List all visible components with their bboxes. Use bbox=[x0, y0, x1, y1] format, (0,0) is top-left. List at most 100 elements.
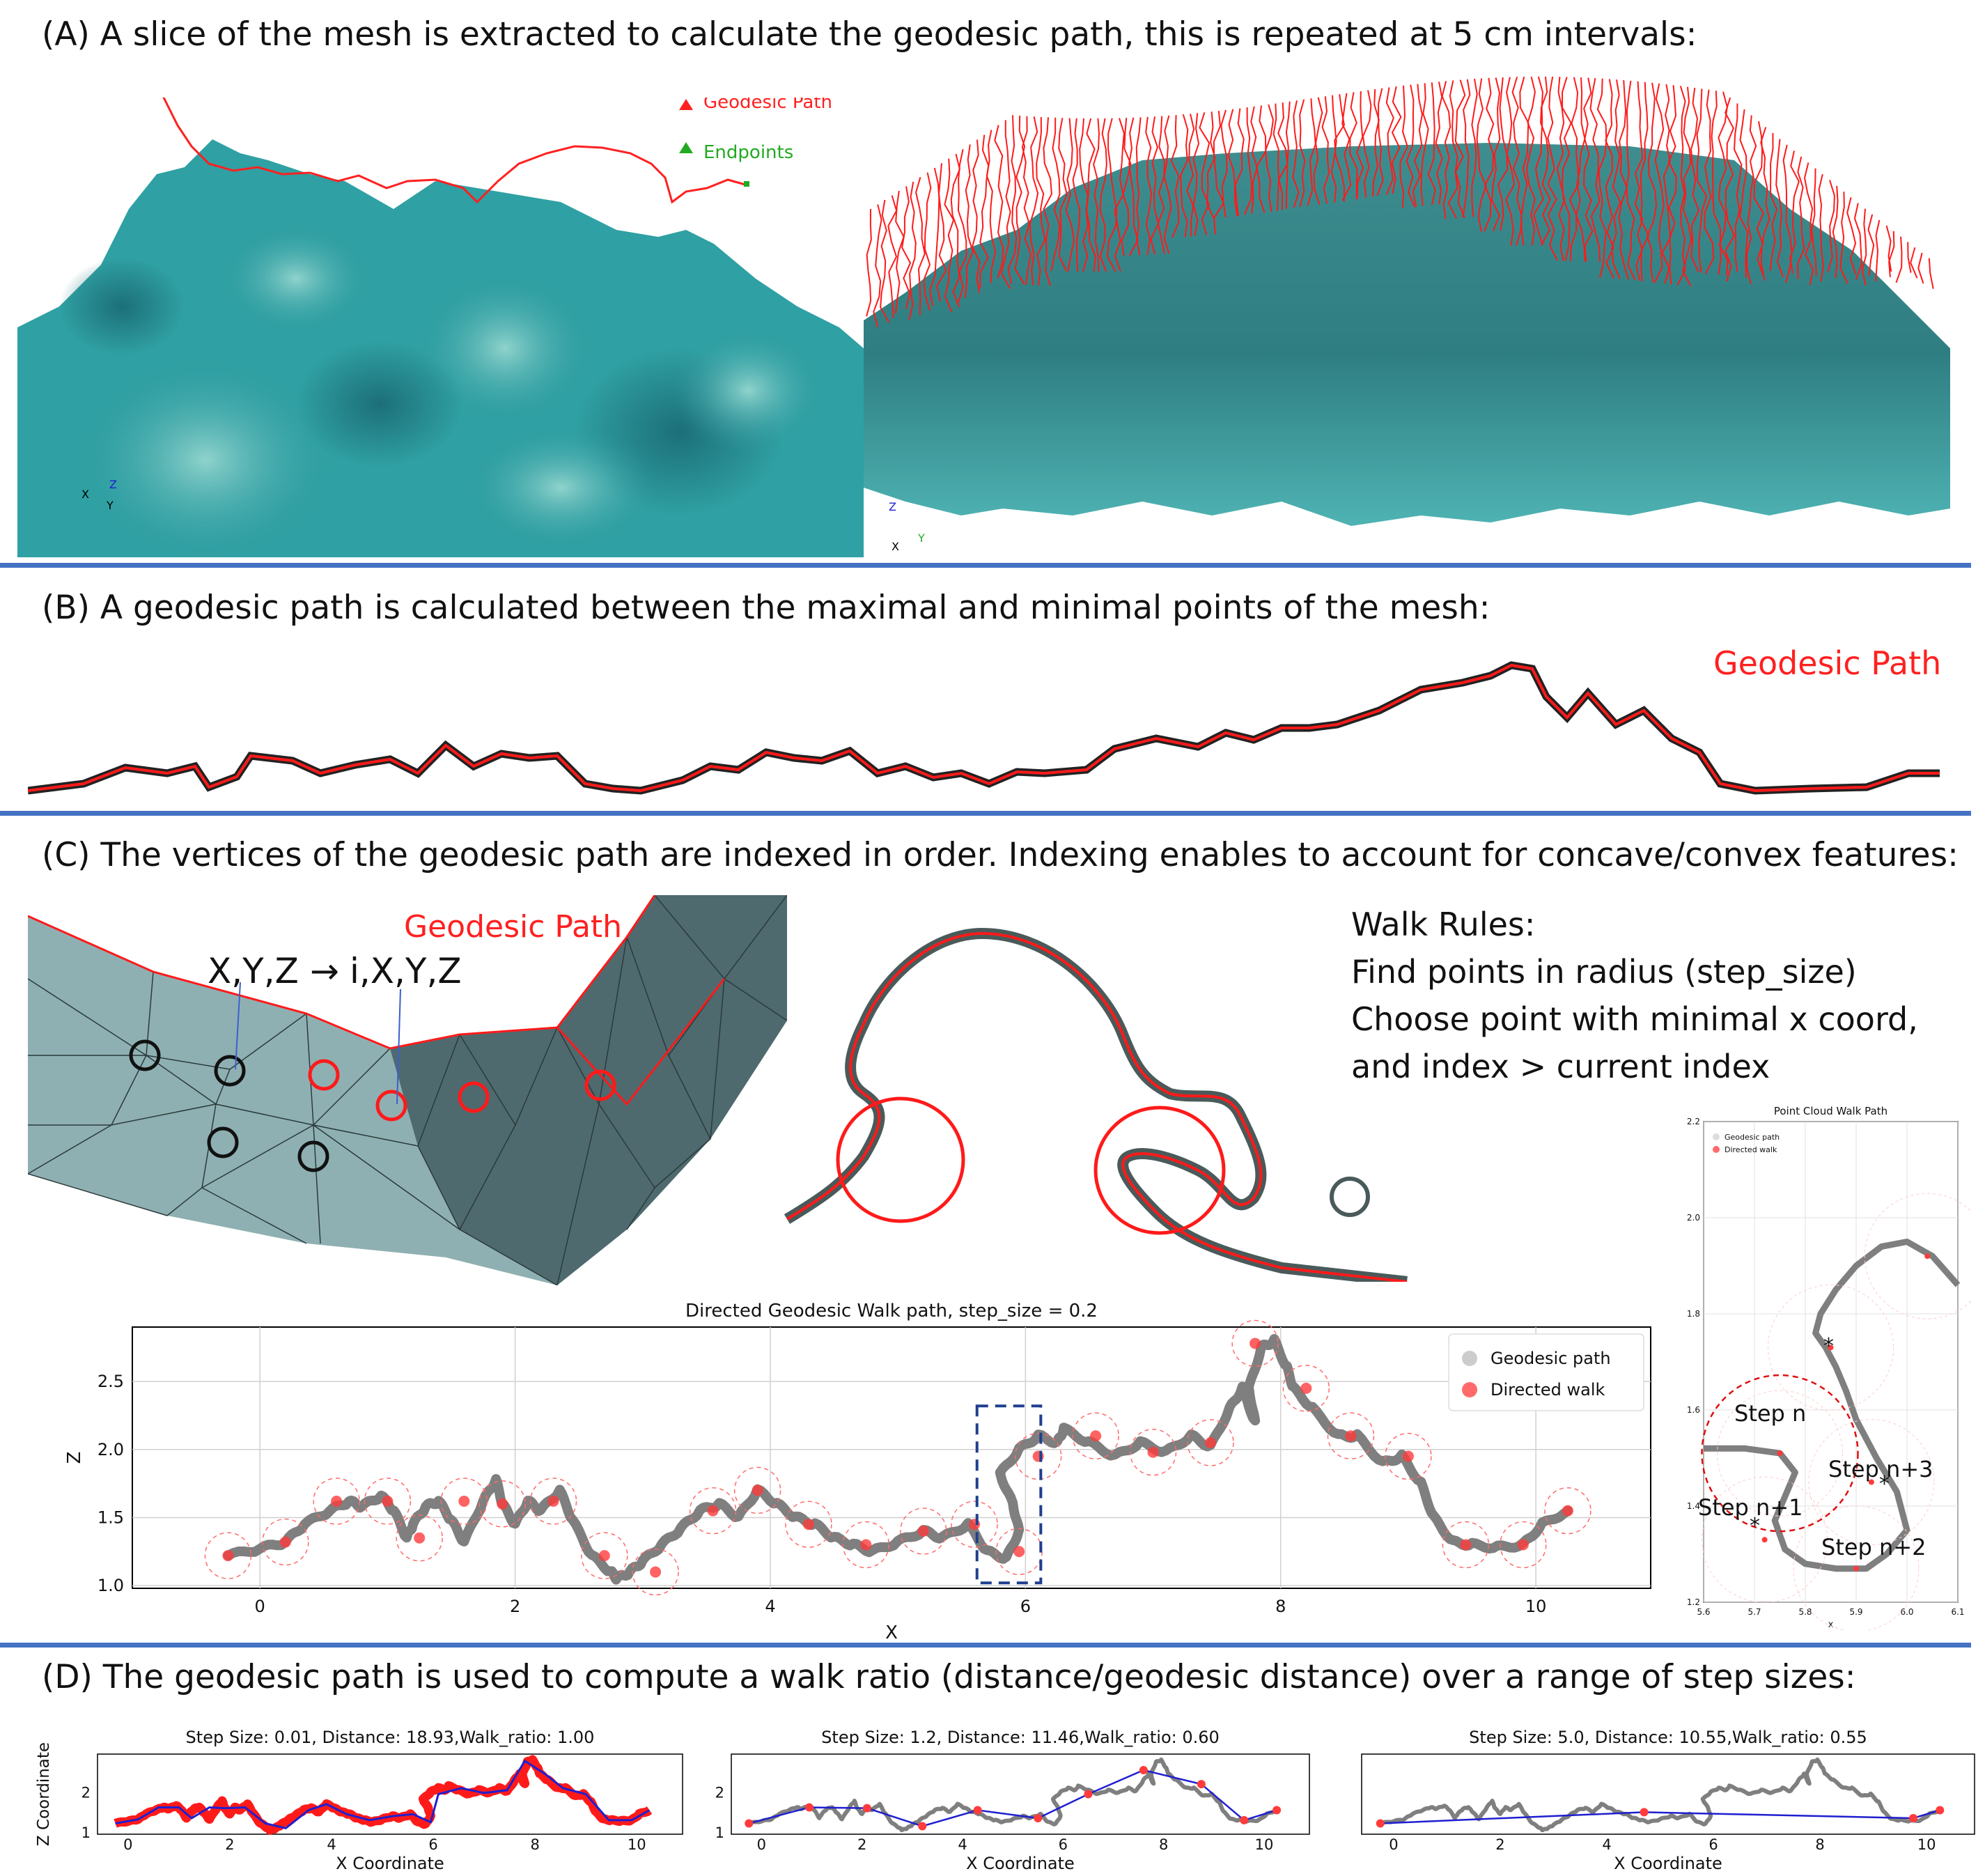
slice-line bbox=[1711, 91, 1722, 275]
svg-text:X: X bbox=[892, 540, 899, 553]
slice-line bbox=[1128, 117, 1139, 256]
slice-line bbox=[1454, 79, 1466, 219]
slice-line bbox=[1667, 85, 1677, 285]
directed-walk-point bbox=[1090, 1430, 1102, 1442]
slice-line bbox=[1000, 120, 1011, 289]
y-tick-label: 2.2 bbox=[1687, 1117, 1700, 1126]
section-b-heading: (B) A geodesic path is calculated betwee… bbox=[42, 589, 1490, 627]
walk-rules-title: Walk Rules: bbox=[1351, 906, 1536, 943]
y-tick-label: 1.4 bbox=[1687, 1501, 1700, 1511]
step-radius-circle bbox=[1864, 1193, 1971, 1319]
slice-line bbox=[1818, 173, 1824, 282]
slice-line bbox=[1804, 162, 1814, 286]
walk-rule-3: and index > current index bbox=[1351, 1048, 1770, 1085]
slice-line bbox=[1106, 118, 1118, 272]
indexed-mesh-art bbox=[28, 895, 787, 1285]
walk-point bbox=[1272, 1806, 1282, 1815]
concave-convex-art bbox=[784, 927, 1408, 1282]
x-tick-label: 6 bbox=[428, 1836, 437, 1853]
step-radius-circle bbox=[842, 1521, 890, 1569]
slice-line bbox=[1583, 77, 1594, 262]
slice-line bbox=[972, 139, 981, 293]
step-radius-circle bbox=[1072, 1412, 1119, 1459]
slice-line bbox=[1867, 214, 1875, 276]
x-tick-label: 4 bbox=[1602, 1836, 1611, 1853]
slice-line bbox=[1519, 76, 1529, 246]
step-radius-circle bbox=[262, 1518, 309, 1566]
x-tick-label: 6 bbox=[1059, 1836, 1068, 1853]
step-radius-circle bbox=[1500, 1521, 1547, 1569]
geodesic-profile-view: Geodesic Path bbox=[28, 641, 1971, 808]
slice-line bbox=[1875, 219, 1881, 281]
slice-line bbox=[1490, 77, 1501, 231]
directed-walk-point bbox=[1300, 1382, 1312, 1394]
directed-walk-point bbox=[707, 1505, 719, 1517]
x-tick-label: 4 bbox=[327, 1836, 336, 1853]
slice-line bbox=[1292, 100, 1300, 208]
slice-line bbox=[1704, 89, 1715, 274]
slice-line bbox=[1696, 88, 1708, 273]
slice-line bbox=[1476, 78, 1487, 232]
legend-geodesic-marker bbox=[1713, 1133, 1720, 1140]
legend-geodesic-label: Geodesic path bbox=[1725, 1133, 1780, 1142]
x-tick-label: 8 bbox=[1815, 1836, 1824, 1853]
legend-walk-marker bbox=[1462, 1382, 1477, 1397]
slice-line bbox=[994, 125, 1004, 279]
step-radius-circle bbox=[204, 1532, 252, 1579]
slice-line bbox=[1832, 185, 1839, 278]
slice-line bbox=[1029, 116, 1039, 286]
x-tick-label: 2 bbox=[225, 1836, 234, 1853]
slice-line bbox=[1349, 92, 1358, 200]
slice-line bbox=[1760, 127, 1770, 281]
slice-line bbox=[950, 153, 960, 308]
y-tick-label: 1 bbox=[715, 1824, 724, 1841]
slice-line bbox=[1738, 109, 1749, 279]
slice-line bbox=[1243, 107, 1253, 215]
slice-line bbox=[1888, 231, 1895, 277]
step-radius-circle bbox=[581, 1532, 628, 1579]
x-tick-label: 10 bbox=[1525, 1597, 1547, 1616]
slice-line bbox=[1441, 81, 1451, 219]
chart-title: Directed Geodesic Walk path, step_size =… bbox=[685, 1301, 1098, 1321]
slice-line bbox=[1839, 192, 1848, 284]
slice-line bbox=[1220, 109, 1228, 218]
x-axis-label: X Coordinate bbox=[1614, 1854, 1722, 1873]
slice-line bbox=[1192, 113, 1200, 236]
slice-line bbox=[1372, 89, 1380, 197]
step-radius-circle bbox=[396, 1514, 443, 1562]
x-tick-label: 5.6 bbox=[1697, 1607, 1710, 1617]
step-radius-circle bbox=[1442, 1521, 1490, 1569]
geodesic-path-line bbox=[113, 1755, 653, 1835]
directed-walk-point bbox=[1853, 1565, 1859, 1572]
slice-line bbox=[1250, 106, 1259, 214]
y-tick-label: 1.2 bbox=[1687, 1597, 1700, 1607]
plot-frame bbox=[1361, 1753, 1975, 1835]
chart-title: Step Size: 1.2, Distance: 11.46,Walk_rat… bbox=[821, 1728, 1220, 1747]
directed-walk-point bbox=[1828, 1344, 1834, 1351]
directed-walk-point bbox=[222, 1550, 234, 1562]
slice-line bbox=[936, 163, 947, 302]
slice-line bbox=[1265, 104, 1275, 212]
x-axis-label: x bbox=[1828, 1620, 1834, 1630]
slice-line bbox=[1007, 115, 1018, 284]
walk-ratio-charts: Step Size: 0.01, Distance: 18.93,Walk_ra… bbox=[0, 1714, 1985, 1876]
y-tick-label: 2 bbox=[715, 1785, 724, 1801]
directed-walk-point bbox=[1204, 1437, 1216, 1449]
x-tick-label: 0 bbox=[123, 1836, 132, 1853]
step-radius-circle bbox=[632, 1548, 679, 1596]
chart-title: Step Size: 5.0, Distance: 10.55,Walk_rat… bbox=[1469, 1728, 1867, 1747]
x-tick-label: 5.7 bbox=[1747, 1607, 1761, 1617]
slice-line bbox=[1634, 81, 1644, 281]
slice-line bbox=[1861, 208, 1867, 286]
section-c-heading: (C) The vertices of the geodesic path ar… bbox=[42, 836, 1959, 874]
section-a-heading: (A) A slice of the mesh is extracted to … bbox=[42, 15, 1697, 54]
x-tick-label: 0 bbox=[255, 1597, 265, 1616]
slice-line bbox=[1917, 252, 1924, 284]
step-radius-circle bbox=[529, 1478, 577, 1525]
slice-line bbox=[1227, 109, 1238, 217]
slice-line bbox=[1213, 111, 1224, 219]
slice-line bbox=[1718, 91, 1729, 276]
slice-line bbox=[1505, 77, 1516, 246]
slice-line bbox=[1775, 139, 1784, 277]
slice-line bbox=[894, 190, 905, 314]
